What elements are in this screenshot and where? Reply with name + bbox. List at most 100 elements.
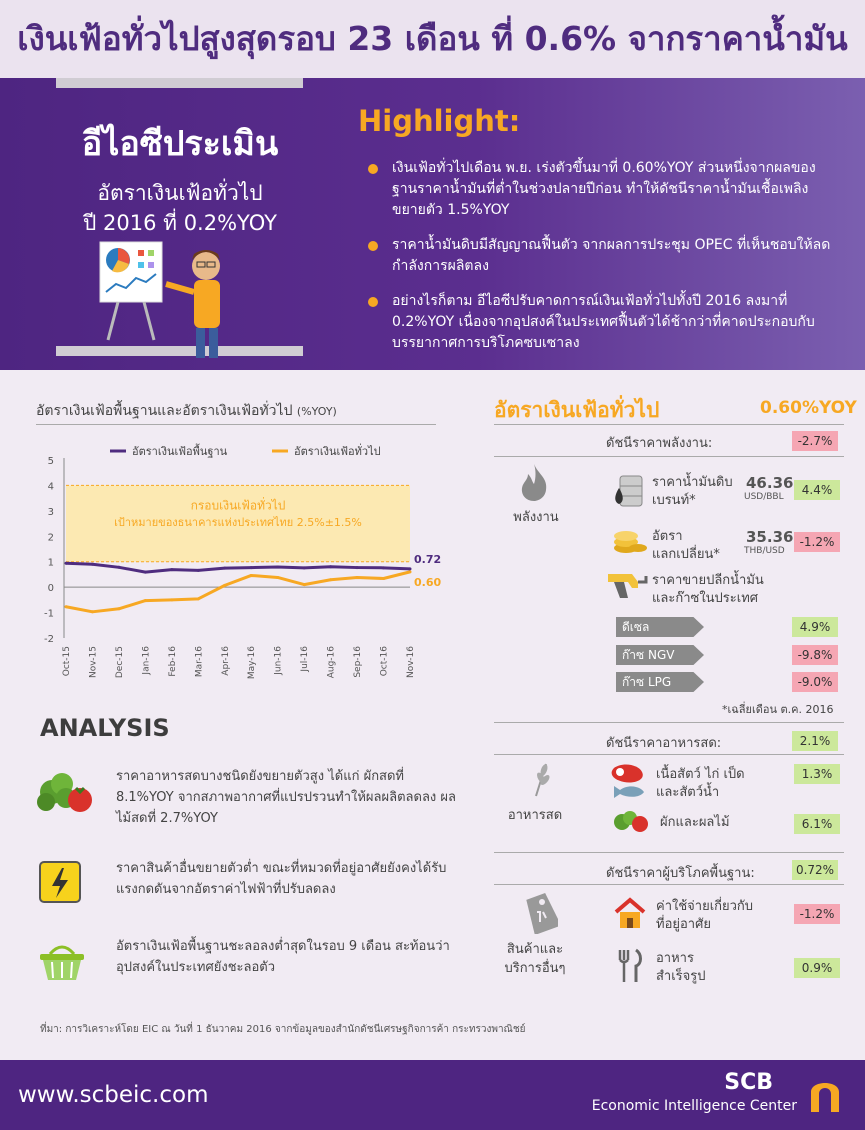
ngv-change-badge: -9.8% [792, 645, 838, 665]
y-tick-label: 3 [48, 507, 54, 518]
hero-main-title: อีไอซีประเมิน [81, 124, 279, 164]
brand-subtitle: Economic Intelligence Center [591, 1098, 797, 1114]
right-panel-value: 0.60%YOY [760, 398, 857, 418]
crude-label-line1: ราคาน้ำมันดิบ [652, 475, 733, 490]
chart-series [64, 561, 412, 614]
series-point-1 [249, 573, 253, 577]
end-label-core: 0.72 [414, 553, 441, 566]
band-label-line2: เป้าหมายของธนาคารแห่งประเทศไทย 2.5%±1.5% [114, 516, 362, 529]
series-point-0 [355, 566, 359, 570]
fork-knife-icon [618, 948, 642, 982]
footer: www.scbeic.com SCB Economic Intelligence… [0, 1060, 865, 1130]
x-tick-label: Oct-16 [380, 646, 390, 677]
target-band-rect [66, 485, 410, 562]
ready-food-label-line2: สำเร็จรูป [656, 969, 706, 984]
y-tick-label: 2 [48, 532, 54, 543]
series-point-1 [196, 597, 200, 601]
y-tick-label: 0 [48, 583, 54, 594]
chart-unit: (%YOY) [296, 405, 337, 418]
series-point-0 [143, 570, 147, 574]
y-tick-label: 5 [48, 456, 54, 467]
housing-label: ค่าใช้จ่ายเกี่ยวกับ ที่อยู่อาศัย [656, 898, 753, 934]
legend-label-1: อัตราเงินเฟ้อทั่วไป [294, 443, 381, 458]
series-point-1 [117, 607, 121, 611]
hero-sub1: อัตราเงินเฟ้อทั่วไป [97, 181, 263, 205]
meat-label: เนื้อสัตว์ ไก่ เป็ด และสัตว์น้ำ [656, 766, 745, 802]
ready-food-label-line1: อาหาร [656, 951, 694, 966]
high-voltage-icon [39, 861, 81, 903]
series-point-1 [276, 575, 280, 579]
rice-grain-icon [535, 763, 550, 797]
energy-header: ดัชนีราคาพลังงาน: [606, 436, 713, 451]
series-point-0 [302, 566, 306, 570]
crude-label: ราคาน้ำมันดิบ เบรนท์* [652, 474, 733, 510]
series-point-1 [329, 578, 333, 582]
energy-index-badge: -2.7% [792, 431, 838, 451]
price-tag-icon [526, 892, 558, 934]
hero-strip-bottom [56, 346, 303, 356]
series-point-1 [355, 575, 359, 579]
fx-label-line1: อัตรา [652, 529, 683, 544]
coins-icon [614, 531, 647, 553]
highlight-item: เงินเฟ้อทั่วไปเดือน พ.ย. เร่งตัวขึ้นมาที… [366, 158, 836, 221]
analysis-item-food: ราคาอาหารสดบางชนิดยังขยายตัวสูง ได้แก่ ผ… [36, 766, 466, 836]
series-point-1 [90, 610, 94, 614]
crude-price: 46.36 [746, 474, 794, 492]
chart-title-text: อัตราเงินเฟ้อพื้นฐานและอัตราเงินเฟ้อทั่ว… [36, 403, 293, 419]
fire-icon [521, 464, 547, 501]
chart-labels: 0.72 0.60 [414, 553, 441, 589]
highlight-item: อย่างไรก็ตาม อีไอซีปรับคาดการณ์เงินเฟ้อท… [366, 291, 836, 354]
hero-forecast: อีไอซีประเมิน อัตราเงินเฟ้อทั่วไป ปี 201… [20, 116, 340, 238]
series-point-0 [276, 565, 280, 569]
x-tick-label: Feb-16 [168, 646, 178, 677]
veg-change-badge: 6.1% [794, 814, 840, 834]
x-tick-label: Aug-16 [327, 646, 337, 679]
energy-category: พลังงาน [513, 510, 559, 525]
core-category: สินค้าและ บริการอื่นๆ [500, 940, 570, 978]
series-point-0 [170, 568, 174, 572]
food-index-badge: 2.1% [792, 731, 838, 751]
y-tick-label: 4 [48, 481, 54, 492]
fuel-tab-lpg: ก๊าซ LPG [616, 672, 704, 692]
brand-name: SCB [724, 1070, 773, 1095]
series-point-1 [408, 570, 412, 574]
ready-food-label: อาหาร สำเร็จรูป [656, 950, 706, 986]
highlight-title: Highlight: [358, 104, 521, 138]
series-line-1 [65, 570, 411, 614]
right-panel-divider [494, 424, 844, 425]
fuel-tab-diesel: ดีเซล [616, 617, 704, 637]
housing-label-line2: ที่อยู่อาศัย [656, 917, 711, 932]
core-index-badge: 0.72% [792, 860, 838, 880]
website-link[interactable]: www.scbeic.com [18, 1082, 209, 1108]
right-panel-title: อัตราเงินเฟ้อทั่วไป [494, 398, 660, 422]
fx-rate: 35.36 [746, 528, 794, 546]
x-tick-label: Oct-15 [62, 646, 72, 676]
series-point-0 [64, 561, 68, 565]
core-category-line1: สินค้าและ [506, 942, 564, 957]
end-label-headline: 0.60 [414, 576, 441, 589]
vegetables-small-icon [614, 811, 648, 832]
vegetables-icon [37, 773, 92, 812]
hero-banner: อีไอซีประเมิน อัตราเงินเฟ้อทั่วไป ปี 201… [0, 78, 865, 370]
shopping-basket-icon [40, 945, 84, 980]
series-point-0 [249, 566, 253, 570]
crude-unit: USD/BBL [744, 492, 784, 502]
series-point-0 [223, 566, 227, 570]
analysis-item-electricity: ราคาสินค้าอื่นขยายตัวต่ำ ขณะที่หมวดที่อย… [36, 858, 466, 928]
meat-fish-icon [611, 764, 644, 798]
food-header: ดัชนีราคาอาหารสด: [606, 736, 722, 751]
analysis-text: ราคาอาหารสดบางชนิดยังขยายตัวสูง ได้แก่ ผ… [116, 769, 456, 826]
fx-label-line2: แลกเปลี่ยน* [652, 547, 720, 562]
food-divider [494, 754, 844, 755]
y-tick-label: -1 [44, 609, 54, 620]
series-point-1 [382, 576, 386, 580]
chart-title: อัตราเงินเฟ้อพื้นฐานและอัตราเงินเฟ้อทั่ว… [36, 400, 337, 422]
series-line-0 [65, 561, 411, 574]
housing-change-badge: -1.2% [794, 904, 840, 924]
fx-unit: THB/USD [744, 546, 785, 556]
scb-logo-icon [811, 1083, 839, 1112]
retail-label-line1: ราคาขายปลีกน้ำมัน [652, 573, 764, 588]
highlight-list: เงินเฟ้อทั่วไปเดือน พ.ย. เร่งตัวขึ้นมาที… [366, 158, 836, 368]
title-bar: เงินเฟ้อทั่วไปสูงสุดรอบ 23 เดือน ที่ 0.6… [0, 0, 865, 78]
inflation-line-chart: อัตราเงินเฟ้อพื้นฐาน อัตราเงินเฟ้อทั่วไป … [44, 443, 441, 679]
